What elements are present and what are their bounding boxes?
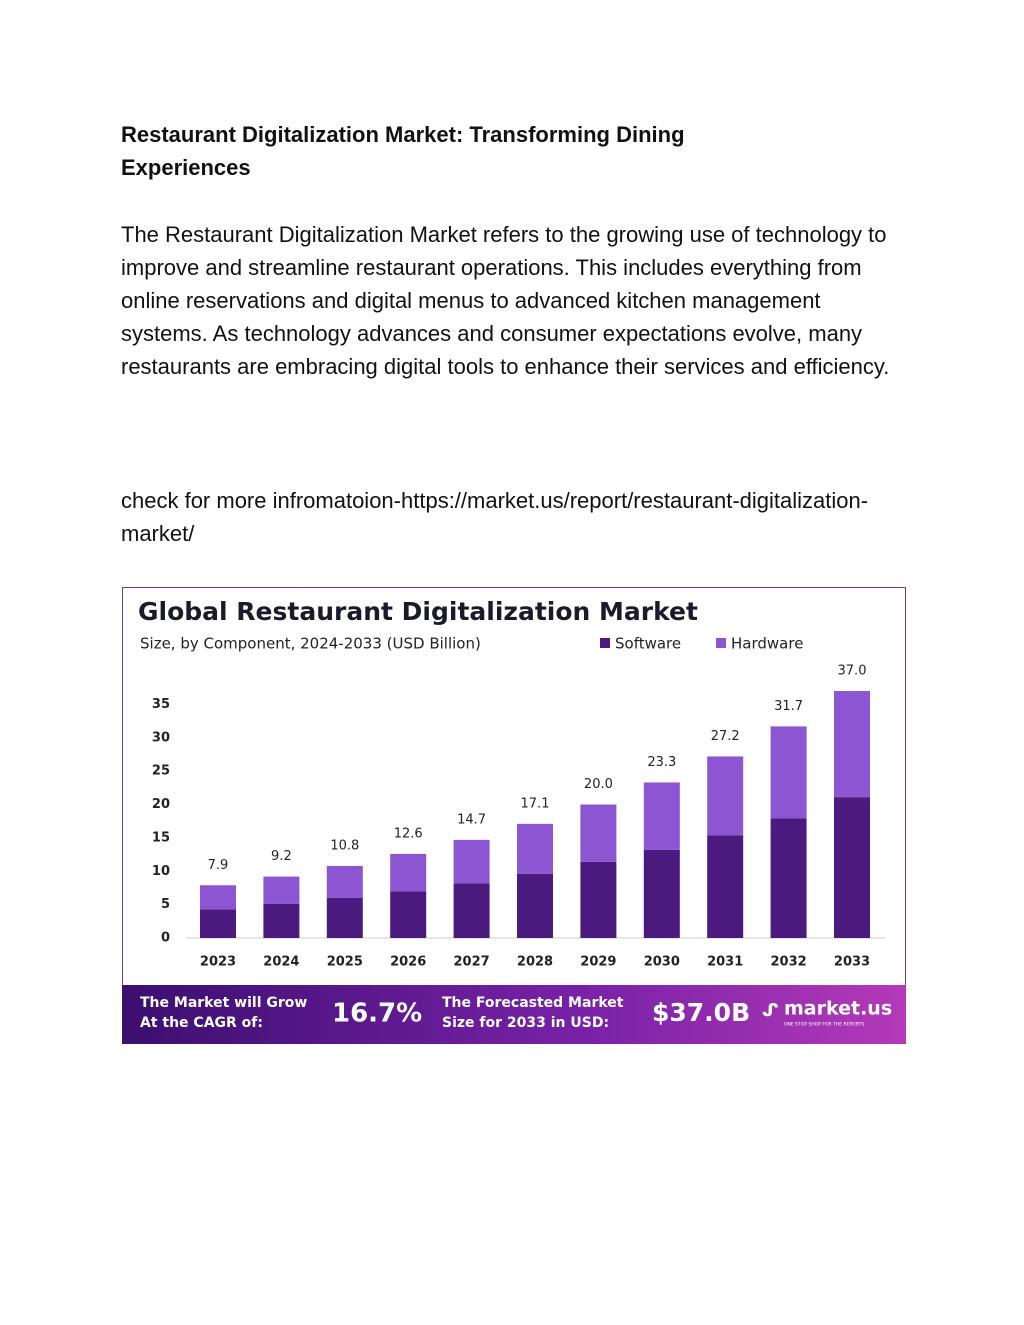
x-tick-label: 2030: [644, 955, 680, 970]
total-label: 17.1: [521, 796, 550, 811]
bar-segment: [200, 909, 236, 938]
bar-segment: [834, 797, 870, 938]
total-label: 23.3: [647, 755, 676, 770]
brand-tagline: ONE STOP SHOP FOR THE REPORTS: [784, 1022, 864, 1028]
bar-segment: [770, 818, 807, 938]
total-label: 27.2: [711, 729, 740, 744]
y-tick-label: 30: [152, 730, 170, 745]
doc-title: Restaurant Digitalization Market: Transf…: [121, 122, 685, 180]
footer-banner: [122, 985, 906, 1044]
bar-segment: [517, 823, 553, 874]
total-label: 14.7: [457, 812, 486, 827]
bar-segment: [390, 891, 427, 938]
bar-segment: [453, 883, 490, 938]
bar-segment: [326, 865, 363, 898]
total-label: 12.6: [394, 826, 423, 841]
total-label: 9.2: [271, 849, 292, 864]
bar-segment: [770, 726, 807, 819]
chart-title: Global Restaurant Digitalization Market: [138, 597, 698, 626]
bar-segment: [390, 853, 427, 892]
forecast-value: $37.0B: [652, 998, 750, 1027]
forecast-label: The Forecasted Market: [442, 995, 624, 1011]
bar-segment: [263, 903, 300, 938]
logo-icon: ᔑ: [762, 1000, 779, 1021]
chart: Global Restaurant Digitalization Market …: [122, 587, 906, 1044]
total-label: 20.0: [584, 777, 613, 792]
doc-paragraph: The Restaurant Digitalization Market ref…: [121, 222, 890, 379]
chart-subtitle: Size, by Component, 2024-2033 (USD Billi…: [140, 635, 481, 653]
x-tick-label: 2023: [200, 955, 236, 970]
y-tick-label: 10: [152, 864, 170, 879]
x-tick-label: 2025: [327, 955, 363, 970]
total-label: 7.9: [208, 858, 229, 873]
bar-segment: [643, 782, 680, 850]
bar-segment: [517, 873, 553, 938]
cagr-value: 16.7%: [332, 999, 422, 1029]
bar-segment: [200, 885, 236, 910]
total-label: 31.7: [774, 699, 803, 714]
x-tick-label: 2024: [263, 955, 299, 970]
bar-segment: [707, 756, 744, 836]
bar-segment: [453, 839, 490, 884]
bar-segment: [263, 876, 300, 904]
cagr-label: The Market will Grow: [140, 995, 307, 1011]
bar-segment: [326, 897, 363, 938]
legend-label: Hardware: [731, 635, 803, 653]
x-tick-label: 2032: [771, 955, 807, 970]
x-tick-label: 2033: [834, 955, 870, 970]
bar-segment: [707, 835, 744, 938]
doc-link: check for more infromatoion-https://mark…: [121, 488, 869, 546]
bar-segment: [643, 849, 680, 938]
forecast-label: Size for 2033 in USD:: [442, 1015, 609, 1031]
cagr-label: At the CAGR of:: [140, 1015, 263, 1031]
legend-swatch: [716, 638, 726, 648]
y-tick-label: 25: [152, 764, 170, 779]
legend-label: Software: [615, 635, 681, 653]
y-tick-label: 35: [152, 697, 170, 712]
bar-segment: [580, 804, 617, 862]
x-tick-label: 2029: [580, 955, 616, 970]
total-label: 10.8: [330, 838, 359, 853]
bar-segment: [834, 691, 870, 798]
y-tick-label: 20: [152, 797, 170, 812]
legend-swatch: [600, 638, 610, 648]
x-tick-label: 2027: [454, 955, 490, 970]
brand: market.us: [784, 998, 892, 1020]
y-tick-label: 0: [161, 931, 170, 946]
y-tick-label: 5: [161, 897, 170, 912]
x-tick-label: 2028: [517, 955, 553, 970]
x-tick-label: 2031: [707, 955, 743, 970]
x-tick-label: 2026: [390, 955, 426, 970]
bar-segment: [580, 861, 617, 938]
y-tick-label: 15: [152, 830, 170, 845]
total-label: 37.0: [838, 664, 867, 679]
